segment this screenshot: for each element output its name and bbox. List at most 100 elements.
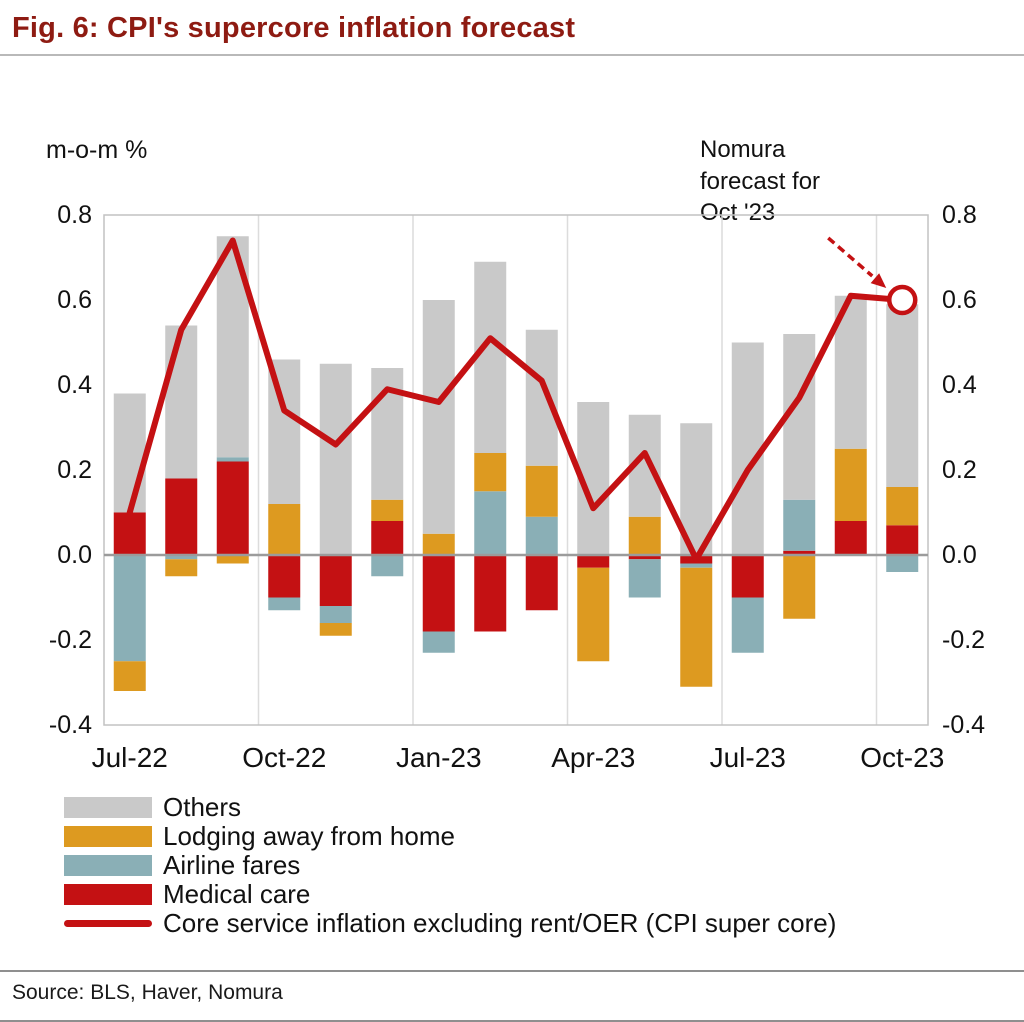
- bar-segment-airline: [422, 631, 455, 653]
- bar-segment-airline: [216, 457, 249, 462]
- bar-segment-medical: [783, 550, 816, 555]
- legend-item-supercore-line: Core service inflation excluding rent/OE…: [64, 908, 837, 938]
- bar-segment-airline: [525, 516, 558, 555]
- forecast-annotation: Nomura forecast for Oct '23: [700, 136, 821, 227]
- airline-swatch: [64, 855, 152, 876]
- bar-segment-airline: [628, 559, 661, 598]
- bar-segment-medical: [834, 521, 867, 555]
- bar-segment-airline: [319, 606, 352, 623]
- bar-segment-airline: [886, 555, 919, 572]
- bar-segment-lodging: [834, 448, 867, 521]
- plot-frame: [103, 214, 929, 726]
- bar-segment-lodging: [319, 623, 352, 636]
- bar-segment-lodging: [577, 567, 610, 662]
- bar-segment-lodging: [268, 504, 301, 555]
- bar-segment-medical: [628, 555, 661, 560]
- y-tick-label-right: 0.2: [942, 456, 977, 484]
- legend-label-others: Others: [163, 792, 242, 822]
- x-tick-label: Jul-22: [92, 742, 168, 773]
- y-tick-label-left: 0.8: [57, 201, 92, 229]
- y-tick-label-right: 0.8: [942, 201, 977, 229]
- bar-segment-lodging: [886, 487, 919, 526]
- x-tick-label: Oct-22: [242, 742, 326, 773]
- others-swatch: [64, 797, 152, 818]
- annotation-arrow: [827, 236, 874, 278]
- x-tick-label: Jan-23: [396, 742, 482, 773]
- medical-swatch: [64, 884, 152, 905]
- legend-item-others: Others: [64, 792, 836, 822]
- bar-segment-airline: [268, 597, 301, 611]
- bar-segment-medical: [216, 461, 249, 555]
- legend-item-medical: Medical care: [64, 879, 836, 909]
- bar-segment-others: [577, 402, 610, 555]
- bar-segment-medical: [886, 525, 919, 555]
- bar-segment-others: [113, 393, 146, 513]
- y-tick-label-left: 0.2: [57, 456, 92, 484]
- bar-segment-airline: [474, 491, 507, 555]
- bar-segment-lodging: [783, 555, 816, 619]
- legend: Others Lodging away from home Airline fa…: [64, 792, 837, 938]
- bar-segment-medical: [680, 555, 713, 564]
- forecast-marker: [887, 284, 918, 316]
- bar-segment-medical: [577, 555, 610, 568]
- y-tick-label-right: -0.2: [942, 626, 985, 654]
- legend-label-lodging: Lodging away from home: [163, 821, 455, 851]
- bar-segment-lodging: [113, 661, 146, 691]
- bar-segment-others: [165, 325, 198, 479]
- bar-segment-airline: [113, 555, 146, 662]
- bar-segment-lodging: [371, 499, 404, 521]
- bar-segment-medical: [474, 555, 507, 632]
- bar-segment-airline: [731, 597, 764, 653]
- bar-segment-lodging: [216, 555, 249, 564]
- y-tick-label-left: -0.2: [49, 626, 92, 654]
- bar-segment-medical: [371, 521, 404, 555]
- bar-segment-others: [834, 295, 867, 449]
- figure-title: Fig. 6: CPI's supercore inflation foreca…: [12, 12, 576, 44]
- bar-segment-lodging: [474, 453, 507, 492]
- bar-segment-medical: [319, 555, 352, 606]
- y-tick-label-right: -0.4: [942, 711, 985, 739]
- legend-label-medical: Medical care: [163, 879, 311, 909]
- bar-segment-lodging: [680, 567, 713, 687]
- bar-segment-others: [268, 359, 301, 504]
- bar-segment-others: [422, 300, 455, 534]
- lodging-swatch: [64, 826, 152, 847]
- bar-segment-medical: [113, 512, 146, 555]
- bar-segment-others: [474, 261, 507, 453]
- bar-segment-others: [731, 342, 764, 555]
- y-tick-label-right: 0.4: [942, 371, 977, 399]
- x-tick-label: Oct-23: [860, 742, 944, 773]
- legend-label-supercore-line: Core service inflation excluding rent/OE…: [163, 908, 837, 938]
- bar-segment-medical: [422, 555, 455, 632]
- bar-segment-medical: [525, 555, 558, 611]
- bar-segment-lodging: [165, 559, 198, 577]
- legend-item-airline: Airline fares: [64, 850, 836, 880]
- supercore-line: [126, 237, 906, 563]
- bar-segment-others: [216, 236, 249, 458]
- annotation-arrowhead: [870, 273, 887, 288]
- bar-segment-others: [886, 304, 919, 487]
- x-tick-label: Apr-23: [551, 742, 635, 773]
- legend-item-lodging: Lodging away from home: [64, 821, 836, 851]
- bar-segment-others: [628, 414, 661, 517]
- legend-label-airline: Airline fares: [163, 850, 301, 880]
- y-tick-label-left: 0.0: [57, 541, 92, 569]
- bar-segment-airline: [165, 555, 198, 560]
- bar-segment-others: [319, 363, 352, 555]
- bar-segment-lodging: [422, 533, 455, 555]
- bar-segment-others: [371, 368, 404, 500]
- bar-segment-lodging: [525, 465, 558, 517]
- bar-segment-others: [783, 334, 816, 500]
- x-tick-label: Jul-23: [710, 742, 786, 773]
- y-tick-label-left: 0.4: [57, 371, 92, 399]
- bar-segment-airline: [371, 555, 404, 577]
- title-divider: [0, 54, 1024, 56]
- y-tick-label-left: -0.4: [49, 711, 92, 739]
- y-tick-label-right: 0.0: [942, 541, 977, 569]
- source-footer: Source: BLS, Haver, Nomura: [0, 970, 1024, 1022]
- bar-segment-others: [525, 329, 558, 466]
- bar-segment-airline: [783, 499, 816, 551]
- bar-segment-others: [680, 423, 713, 555]
- bar-segment-medical: [268, 555, 301, 598]
